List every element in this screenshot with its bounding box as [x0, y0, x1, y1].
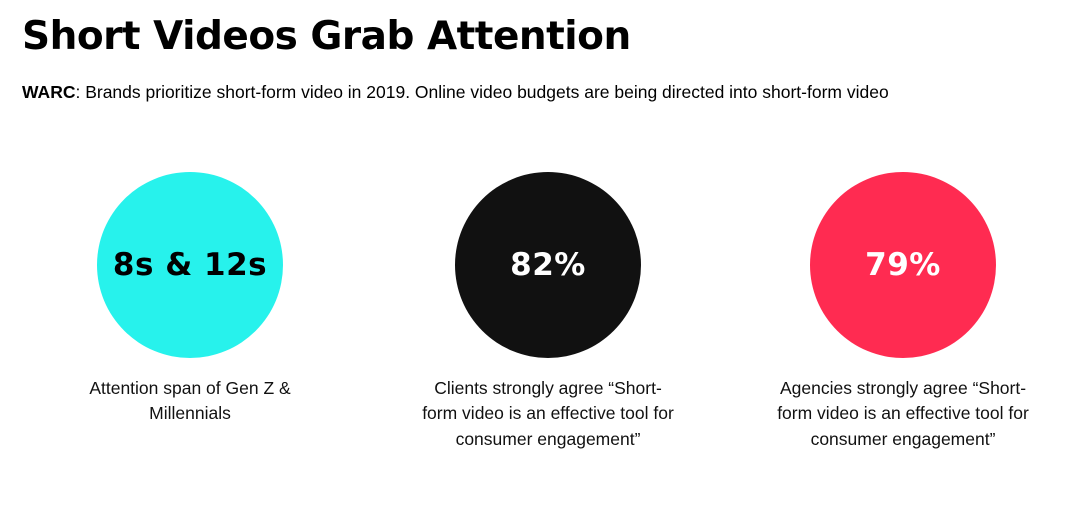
stat-clients-agree: 82% Clients strongly agree “Short-form v…: [393, 172, 703, 452]
stat-value: 82%: [510, 247, 586, 283]
stat-value: 8s & 12s: [112, 247, 268, 283]
subtitle-text: : Brands prioritize short-form video in …: [75, 82, 889, 102]
stat-circle: 82%: [455, 172, 641, 358]
stat-circle: 79%: [810, 172, 996, 358]
source-label: WARC: [22, 82, 76, 102]
stat-attention-span: 8s & 12s Attention span of Gen Z & Mille…: [35, 172, 345, 427]
subtitle: WARC: Brands prioritize short-form video…: [22, 82, 889, 103]
stat-caption: Clients strongly agree “Short-form video…: [422, 378, 674, 449]
page-title: Short Videos Grab Attention: [22, 14, 631, 59]
stat-caption: Attention span of Gen Z & Millennials: [89, 378, 291, 424]
stat-value: 79%: [865, 247, 941, 283]
stat-circle: 8s & 12s: [97, 172, 283, 358]
stat-agencies-agree: 79% Agencies strongly agree “Short-form …: [748, 172, 1058, 452]
stat-caption: Agencies strongly agree “Short-form vide…: [777, 378, 1029, 449]
